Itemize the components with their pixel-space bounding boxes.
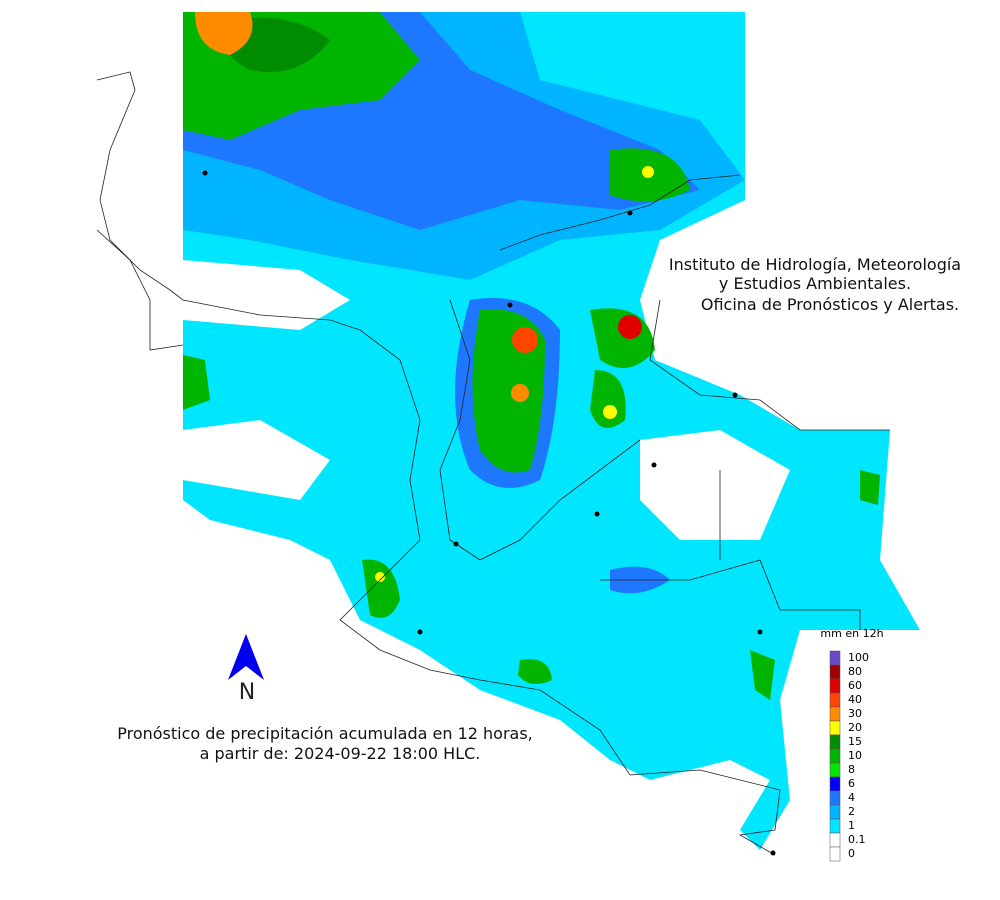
- legend-label: 0.1: [848, 833, 866, 846]
- caption-line: Pronóstico de precipitación acumulada en…: [117, 724, 533, 743]
- rain-area: [183, 355, 210, 410]
- north-arrow: N: [228, 634, 264, 705]
- city: [757, 629, 763, 635]
- rain-area: [518, 659, 552, 684]
- legend-label: 10: [848, 749, 862, 762]
- legend-label: 4: [848, 791, 855, 804]
- caption-line: a partir de: 2024-09-22 18:00 HLC.: [200, 744, 481, 763]
- precipitation-field: [183, 12, 920, 850]
- north-arrow-shape: [228, 634, 264, 680]
- coastline: [96, 71, 781, 856]
- rain-spot: [642, 166, 654, 178]
- city: [651, 462, 657, 468]
- legend-swatch: [829, 706, 841, 722]
- legend-label: 1: [848, 819, 855, 832]
- legend-label: 8: [848, 763, 855, 776]
- legend-title: mm en 12h: [820, 627, 883, 640]
- city: [594, 511, 600, 517]
- north-label: N: [239, 680, 255, 705]
- city: [507, 302, 513, 308]
- legend-swatch: [829, 776, 841, 792]
- legend-label: 6: [848, 777, 855, 790]
- cities: [202, 170, 776, 856]
- legend-label: 60: [848, 679, 862, 692]
- legend-swatch: [829, 678, 841, 694]
- city: [202, 170, 208, 176]
- city: [770, 850, 776, 856]
- dry-area: [183, 260, 350, 330]
- city: [732, 392, 738, 398]
- header-text: Instituto de Hidrología, Meteorología y …: [669, 255, 961, 314]
- legend-swatch: [829, 818, 841, 834]
- legend-swatch: [829, 734, 841, 750]
- legend-label: 30: [848, 707, 862, 720]
- city: [417, 629, 423, 635]
- legend-swatch: [829, 832, 841, 848]
- legend-label: 80: [848, 665, 862, 678]
- legend-swatch: [829, 692, 841, 708]
- legend-label: 2: [848, 805, 855, 818]
- rain-spot: [618, 315, 642, 339]
- legend-swatch: [829, 762, 841, 778]
- header-line: Instituto de Hidrología, Meteorología: [669, 255, 961, 274]
- legend-swatch: [829, 804, 841, 820]
- legend-label: 100: [848, 651, 869, 664]
- rain-area: [860, 470, 880, 505]
- rain-spot: [512, 327, 538, 353]
- dry-area: [640, 430, 790, 540]
- legend-label: 0: [848, 847, 855, 860]
- legend-swatch: [829, 790, 841, 806]
- legend-label: 20: [848, 721, 862, 734]
- rain-spot: [511, 384, 529, 402]
- legend-swatch: [829, 650, 841, 666]
- rain-area: [750, 650, 775, 700]
- coastline: [96, 229, 184, 351]
- legend-label: 40: [848, 693, 862, 706]
- borders: [96, 71, 890, 856]
- city: [627, 210, 633, 216]
- rain-spot: [375, 572, 385, 582]
- header-line: Oficina de Pronósticos y Alertas.: [701, 295, 959, 314]
- dry-area: [183, 420, 330, 500]
- admin-border: [439, 174, 890, 630]
- rain-spot: [603, 405, 617, 419]
- legend-swatch: [829, 664, 841, 680]
- city: [453, 541, 459, 547]
- rain-area: [195, 12, 253, 55]
- header-line: y Estudios Ambientales.: [719, 274, 911, 293]
- rain-area: [362, 559, 400, 618]
- legend-swatch: [829, 748, 841, 764]
- legend-swatch: [829, 846, 841, 862]
- legend-swatch: [829, 720, 841, 736]
- legend-label: 15: [848, 735, 862, 748]
